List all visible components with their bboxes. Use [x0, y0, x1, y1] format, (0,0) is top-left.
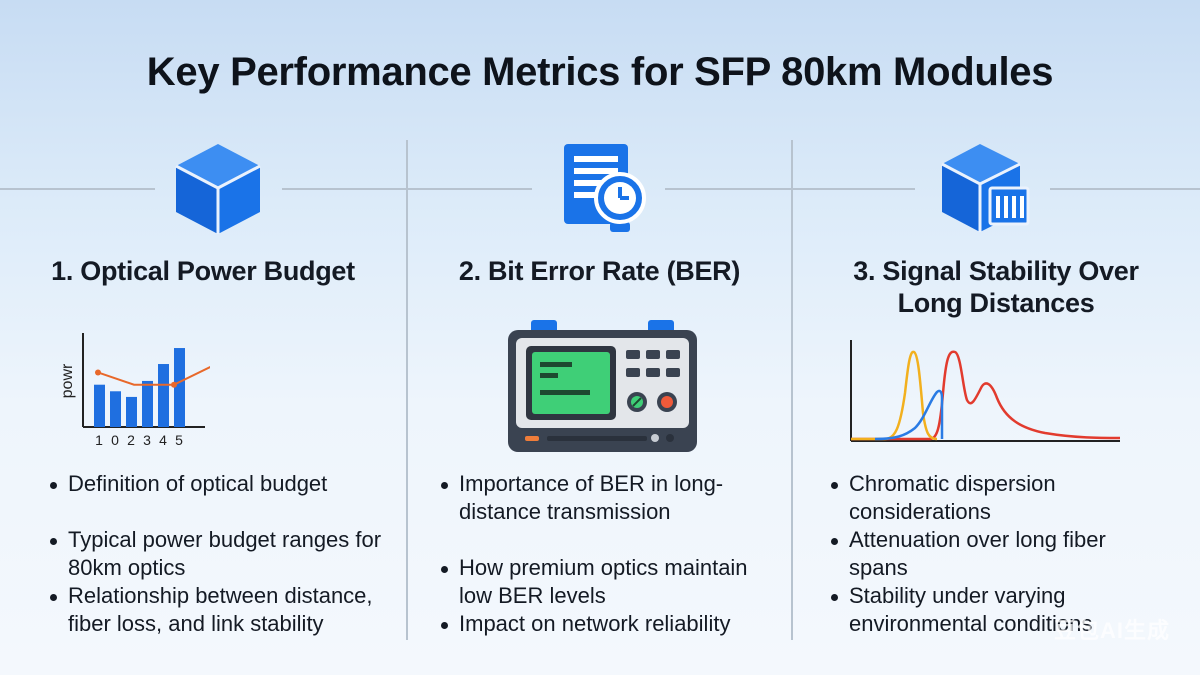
list-item: How premium optics maintain low BER leve… [439, 554, 769, 610]
ber-tester-device-illustration [508, 320, 697, 452]
x-tick-label: 3 [143, 432, 151, 448]
chart-bar [142, 380, 153, 427]
heading-line: 3. Signal Stability Over [853, 256, 1139, 286]
column-divider [791, 140, 793, 640]
signal-curve-blue [874, 389, 944, 441]
chart-point [95, 369, 101, 376]
chart-bar [174, 348, 185, 427]
chart-trend-line [97, 365, 210, 386]
column-heading-optical-power-budget: 1. Optical Power Budget [51, 256, 355, 286]
cube-icon [175, 144, 261, 234]
list-item: Chromatic dispersion considerations [829, 470, 1089, 526]
list-item: Stability under varying environmental co… [829, 582, 1139, 638]
list-item: Attenuation over long fiber spans [829, 526, 1139, 582]
chart-bar [158, 364, 169, 427]
y-axis-label: powr [59, 363, 76, 398]
heading-line: Long Distances [897, 288, 1095, 318]
signal-curve-red [851, 350, 1120, 441]
column-divider [406, 140, 408, 640]
x-tick-label: 4 [159, 432, 167, 448]
watermark-text: 豆包AI生成 [1053, 618, 1170, 643]
document-clock-icon [564, 144, 646, 232]
bullet-list-bit-error-rate: Importance of BER in long-distance trans… [439, 470, 784, 638]
bullet-list-signal-stability: Chromatic dispersion considerations Atte… [829, 470, 1189, 638]
list-item: Importance of BER in long-distance trans… [439, 470, 741, 526]
chart-point [171, 381, 177, 388]
cube-server-icon [941, 144, 1030, 232]
chart-bar [110, 391, 121, 427]
signal-curve-yellow [851, 350, 938, 441]
column-heading-bit-error-rate: 2. Bit Error Rate (BER) [458, 256, 741, 286]
chart-bar [126, 396, 137, 427]
x-tick-label: 1 [95, 432, 103, 448]
divider-line [0, 188, 155, 190]
list-item: Definition of optical budget [48, 470, 403, 498]
bullet-list-optical-power-budget: Definition of optical budget Typical pow… [48, 470, 403, 638]
page-title: Key Performance Metrics for SFP 80km Mod… [146, 50, 1054, 94]
x-tick-label: 0 [111, 432, 119, 448]
divider-line [665, 188, 915, 190]
signal-stability-chart [850, 340, 1120, 442]
x-tick-label: 5 [175, 432, 183, 448]
divider-line [1050, 188, 1200, 190]
list-item: Typical power budget ranges for 80km opt… [48, 526, 396, 582]
list-item: Impact on network reliability [439, 610, 784, 638]
x-tick-label: 2 [127, 432, 135, 448]
column-heading-signal-stability: 3. Signal Stability Over Long Distances [792, 255, 1200, 319]
chart-bar [94, 384, 105, 427]
list-item: Relationship between distance, fiber los… [48, 582, 396, 638]
